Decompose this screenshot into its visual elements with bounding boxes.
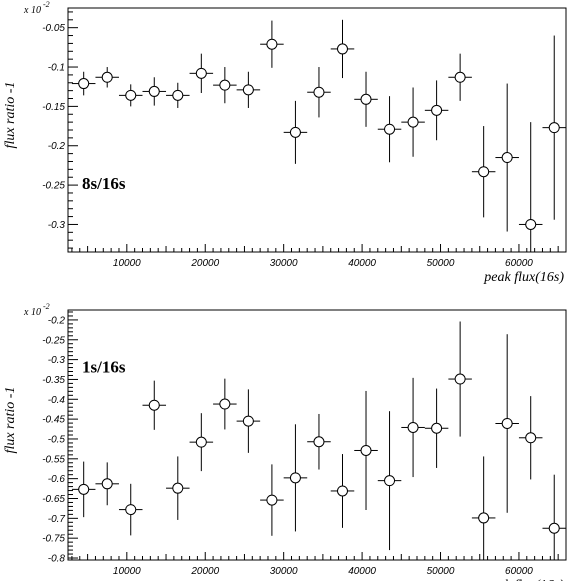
- data-point-marker: [501, 417, 513, 429]
- y-tick-label: -0.55: [42, 454, 65, 465]
- data-point-marker: [431, 104, 443, 116]
- data-point-marker: [219, 398, 231, 410]
- y-tick-label: -0.75: [42, 534, 65, 545]
- data-point-marker: [289, 126, 301, 138]
- y-axis-multiplier: x 10-2: [23, 0, 50, 16]
- data-point-marker: [172, 89, 184, 101]
- data-point-marker: [525, 432, 537, 444]
- data-point-marker: [360, 444, 372, 456]
- data-point-marker: [219, 79, 231, 91]
- data-point-marker: [360, 93, 372, 105]
- y-tick-label: -0.2: [48, 315, 66, 326]
- data-point-marker: [407, 116, 419, 128]
- data-point-marker: [336, 485, 348, 497]
- data-point-marker: [548, 522, 560, 534]
- panel-label: 1s/16s: [82, 358, 126, 377]
- data-point-marker: [148, 85, 160, 97]
- x-axis-label: peak flux(16s): [483, 578, 564, 581]
- x-tick-label: 30000: [270, 258, 298, 269]
- data-point-marker: [525, 218, 537, 230]
- x-tick-label: 40000: [348, 258, 376, 269]
- plot-frame: [67, 7, 567, 253]
- y-axis-multiplier: x 10-2: [23, 302, 50, 318]
- y-tick-label: -0.6: [48, 474, 66, 485]
- y-tick-label: -0.8: [48, 554, 66, 565]
- data-point-marker: [431, 422, 443, 434]
- y-tick-label: -0.5: [48, 434, 66, 445]
- y-tick-label: -0.2: [48, 141, 66, 152]
- data-point-marker: [78, 78, 90, 90]
- y-tick-label: -0.7: [48, 514, 66, 525]
- panel-1: 10000 20000 30000 40000 50000 60000 -0.3 -0.25 -…: [3, 0, 567, 285]
- x-axis-label: peak flux(16s): [483, 270, 564, 285]
- x-tick-label: 20000: [190, 566, 219, 577]
- data-point-marker: [101, 71, 113, 83]
- data-point-marker: [242, 415, 254, 427]
- data-point-marker: [454, 71, 466, 83]
- x-tick-label: 60000: [505, 258, 533, 269]
- x-tick-label: 10000: [113, 258, 141, 269]
- data-point-marker: [101, 478, 113, 490]
- panel-label: 8s/16s: [82, 174, 126, 193]
- data-point-marker: [266, 38, 278, 50]
- y-multiplier-exponent: -2: [43, 302, 50, 311]
- data-point-marker: [195, 67, 207, 79]
- x-tick-label: 20000: [190, 258, 219, 269]
- y-axis-label: flux ratio -1: [3, 82, 18, 149]
- data-point-marker: [384, 475, 396, 487]
- data-point-marker: [478, 166, 490, 178]
- x-tick-label: 40000: [348, 566, 376, 577]
- data-point-marker: [454, 373, 466, 385]
- y-tick-label: -0.45: [42, 415, 65, 426]
- y-tick-label: -0.15: [42, 102, 65, 113]
- y-axis-label: flux ratio -1: [3, 387, 18, 454]
- y-tick-label: -0.05: [42, 23, 65, 34]
- data-point-marker: [172, 482, 184, 494]
- panel-2: 10000 20000 30000 40000 50000 60000 -0.8 -0.75 -…: [3, 302, 567, 581]
- y-tick-label: -0.3: [48, 220, 66, 231]
- data-point-marker: [313, 86, 325, 98]
- y-tick-label: -0.25: [42, 181, 65, 192]
- y-tick-label: -0.25: [42, 335, 65, 346]
- x-tick-label: 30000: [270, 566, 298, 577]
- data-point-marker: [407, 421, 419, 433]
- y-tick-label: -0.3: [48, 355, 66, 366]
- y-tick-label: -0.35: [42, 375, 65, 386]
- x-tick-label: 10000: [113, 566, 141, 577]
- data-point-marker: [148, 399, 160, 411]
- y-multiplier-exponent: -2: [43, 0, 50, 9]
- data-point-marker: [266, 494, 278, 506]
- y-multiplier-base: x 10: [23, 5, 41, 16]
- data-point-marker: [195, 436, 207, 448]
- data-point-marker: [384, 123, 396, 135]
- plot-frame: [67, 309, 567, 561]
- y-multiplier-base: x 10: [23, 307, 41, 318]
- data-point-marker: [242, 84, 254, 96]
- x-tick-label: 60000: [505, 566, 533, 577]
- data-point-marker: [289, 472, 301, 484]
- x-tick-label: 50000: [427, 566, 455, 577]
- x-tick-label: 50000: [427, 258, 455, 269]
- data-point-marker: [501, 152, 513, 164]
- data-point-marker: [336, 43, 348, 55]
- data-point-marker: [548, 122, 560, 134]
- data-point-marker: [125, 89, 137, 101]
- y-tick-label: -0.1: [48, 63, 65, 74]
- y-tick-label: -0.65: [42, 494, 65, 505]
- data-point-marker: [478, 512, 490, 524]
- data-point-marker: [125, 504, 137, 516]
- data-point-marker: [313, 436, 325, 448]
- y-tick-label: -0.4: [48, 395, 66, 406]
- data-point-marker: [78, 483, 90, 495]
